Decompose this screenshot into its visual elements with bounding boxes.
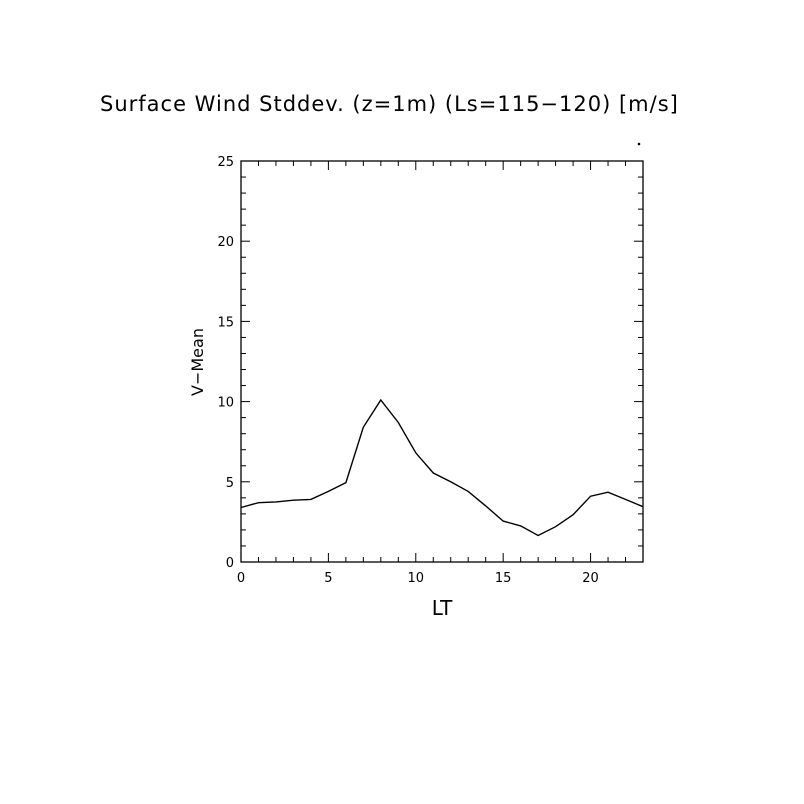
y-tick-label: 10	[217, 396, 234, 411]
chart-title: Surface Wind Stddev. (z=1m) (Ls=115−120)…	[100, 92, 679, 116]
axis-ticks	[240, 160, 644, 563]
x-tick-label: 10	[408, 571, 425, 586]
y-axis-label: V−Mean	[188, 328, 207, 396]
y-tick-label: 20	[217, 235, 234, 250]
x-tick-label: 0	[237, 571, 245, 586]
y-tick-label: 15	[217, 315, 234, 330]
y-tick-label: 5	[226, 476, 234, 491]
x-tick-label: 15	[495, 571, 512, 586]
series-points	[241, 400, 643, 536]
y-tick-label: 0	[226, 556, 234, 571]
x-tick-label: 20	[582, 571, 599, 586]
x-tick-label: 5	[324, 571, 332, 586]
tick-labels: 0 5 10 15 20 0 5 10 15 20 25	[217, 155, 598, 586]
plot-frame	[240, 160, 644, 563]
x-axis-label: LT	[432, 596, 453, 620]
series-line	[240, 398, 644, 537]
y-tick-label: 25	[217, 155, 234, 170]
corner-dot-mark	[637, 142, 641, 146]
